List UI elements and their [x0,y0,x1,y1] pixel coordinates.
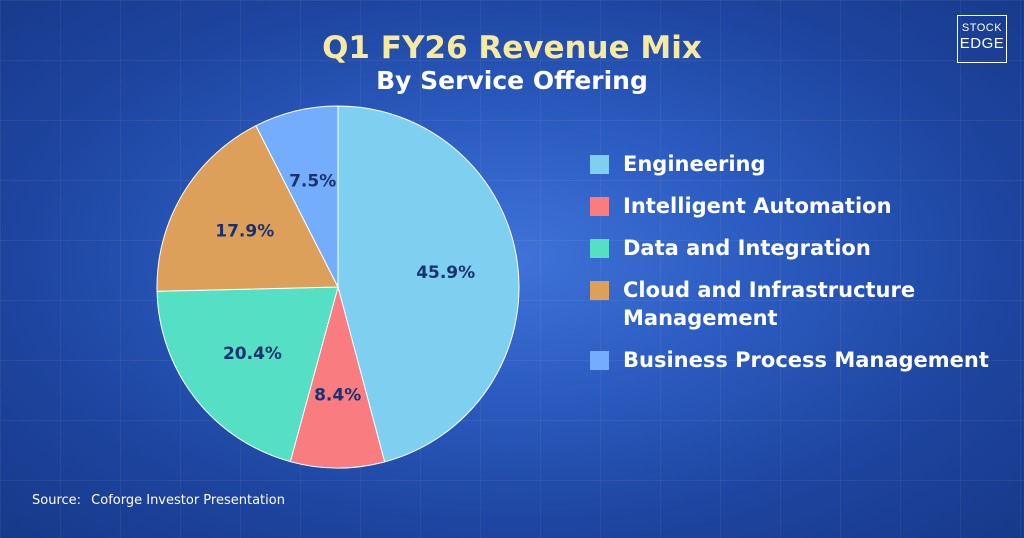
chart-subtitle: By Service Offering [376,66,648,95]
pie-slice-2 [156,286,339,463]
legend-swatch-2 [590,239,609,258]
source-text: Coforge Investor Presentation [91,493,285,508]
legend-swatch-4 [590,351,609,370]
logo-line-1: STOCK [961,22,1003,34]
legend-label-0: Engineering [623,152,766,176]
pie-slice-0 [337,105,520,463]
logo-line-2: EDGE [959,35,1005,52]
legend-swatch-1 [590,197,609,216]
pie-slice-3 [156,125,339,292]
legend-label-4: Business Process Management [623,348,989,372]
chart-title: Q1 FY26 Revenue Mix [322,30,702,66]
pie-slice-label-0: 45.9% [416,263,475,283]
pie-slice-label-2: 20.4% [223,344,282,364]
legend-swatch-0 [590,155,609,174]
stockedge-logo: STOCK EDGE [957,15,1007,63]
legend-item-0: Engineering [590,150,1010,178]
pie-slice-1 [289,285,386,469]
legend-label-1: Intelligent Automation [623,194,892,218]
legend-label-2: Data and Integration [623,236,871,260]
pie-slice-label-3: 17.9% [215,221,274,241]
chart-legend: Engineering Intelligent Automation Data an… [590,150,1010,388]
legend-item-3: Cloud and Infrastructure Management [590,276,1010,332]
legend-item-2: Data and Integration [590,234,1010,262]
source-note: Source: Coforge Investor Presentation [32,493,285,508]
legend-item-4: Business Process Management [590,346,1010,374]
legend-item-1: Intelligent Automation [590,192,1010,220]
source-label: Source: [32,493,82,508]
legend-label-3: Cloud and Infrastructure Management [623,278,916,330]
pie-slice-4 [255,105,339,288]
legend-swatch-3 [590,281,609,300]
pie-slice-label-1: 8.4% [314,386,361,406]
pie-slice-label-4: 7.5% [289,171,336,191]
